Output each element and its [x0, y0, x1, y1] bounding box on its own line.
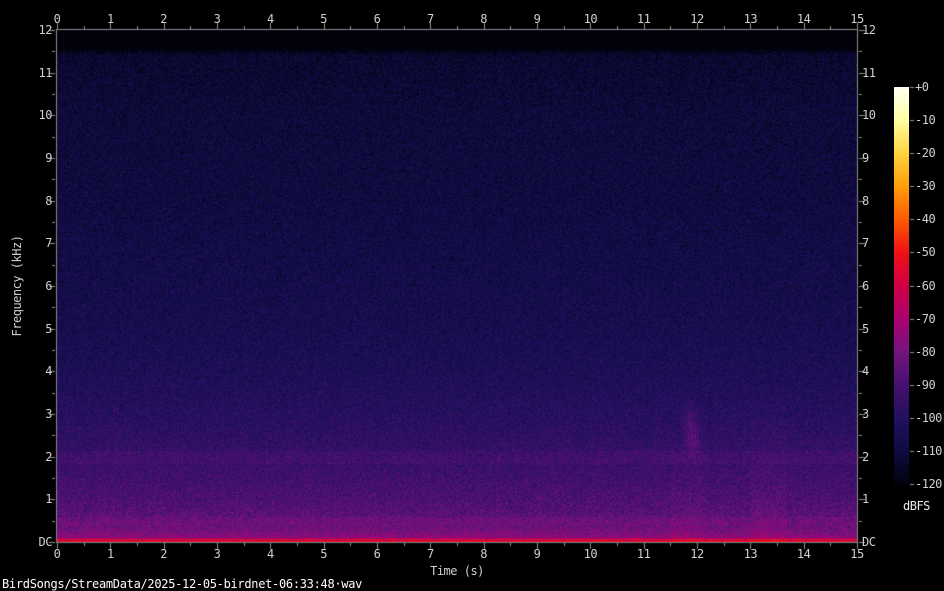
spectrogram-display[interactable]	[57, 30, 857, 542]
y-axis-left-tick-label: 8	[45, 193, 52, 208]
y-axis-right-tick-label: 10	[862, 108, 876, 123]
x-axis-top-tick-label: 11	[636, 12, 651, 26]
x-axis-top-tick-label: 4	[266, 12, 274, 26]
x-axis-bottom-tick-label: 4	[266, 547, 274, 561]
y-axis-right-tick-label: 5	[862, 321, 869, 336]
y-axis-right-tick-label: 1	[862, 492, 869, 507]
colorbar-tick-label: -40	[915, 212, 936, 227]
colorbar-tick-label: -110	[915, 443, 942, 458]
y-axis-left-tick-label: 10	[38, 108, 53, 123]
y-axis-left-tick-label: 4	[45, 364, 52, 379]
colorbar-tick-label: +0	[915, 80, 929, 94]
y-axis-right-tick-label: 11	[862, 65, 876, 80]
colorbar-tick-label: -70	[915, 311, 936, 326]
status-file-path: BirdSongs/StreamData/2025-12-05-birdnet-…	[2, 577, 363, 591]
colorbar-tick-label: -120	[915, 477, 942, 491]
y-axis-right-tick-label: 7	[862, 236, 869, 251]
x-axis-top-tick-label: 6	[373, 12, 381, 26]
x-axis-top-tick-label: 13	[743, 12, 758, 26]
y-axis-right-tick-label: 8	[862, 193, 869, 208]
x-axis-bottom-tick-label: 2	[160, 547, 168, 561]
y-axis-left-tick-label: DC	[38, 535, 53, 549]
y-axis-right-tick-label: 12	[862, 23, 876, 37]
y-axis-left-tick-label: 3	[45, 407, 52, 421]
y-axis-title: Frequency (kHz)	[10, 235, 24, 337]
x-axis-top-tick-label: 0	[53, 12, 61, 26]
colorbar-tick-label: -10	[915, 113, 936, 128]
x-axis-bottom-tick-label: 5	[320, 547, 328, 561]
x-axis-bottom-tick-label: 1	[106, 547, 114, 561]
y-axis-right-tick-label: 4	[862, 364, 869, 379]
y-axis-left-tick-label: 9	[45, 151, 52, 165]
x-axis-bottom-tick-label: 9	[533, 547, 541, 561]
colorbar-tick-label: -20	[915, 146, 936, 161]
x-axis-bottom-tick-label: 8	[480, 547, 488, 561]
x-axis-top-tick-label: 2	[160, 12, 168, 26]
colorbar-tick-label: -50	[915, 245, 936, 260]
x-axis-bottom-tick-label: 7	[426, 547, 434, 561]
y-axis-left-tick-label: 5	[45, 321, 52, 336]
x-axis-top-tick-label: 9	[533, 12, 541, 26]
x-axis-title: Time (s)	[430, 564, 484, 578]
x-axis-bottom-tick-label: 10	[583, 547, 598, 561]
y-axis-right-tick-label: 2	[862, 449, 869, 464]
x-axis-bottom-tick-label: 14	[796, 547, 811, 561]
x-axis-bottom-tick-label: 6	[373, 547, 381, 561]
x-axis-bottom-tick-label: 15	[850, 547, 864, 561]
x-axis-top-tick-label: 5	[320, 12, 328, 26]
colorbar-tick-label: -90	[915, 377, 936, 392]
status-bar: BirdSongs/StreamData/2025-12-05-birdnet-…	[2, 573, 942, 591]
x-axis-top-tick-label: 7	[426, 12, 434, 26]
colorbar-tick-label: -100	[915, 410, 942, 425]
x-axis-top-tick-label: 10	[583, 12, 598, 26]
colorbar-unit-label: dBFS	[903, 499, 930, 513]
x-axis-bottom-tick-label: 3	[213, 547, 221, 561]
colorbar-tick-label: -80	[915, 344, 936, 359]
y-axis-left-tick-label: 12	[38, 23, 53, 37]
y-axis-left-tick-label: 2	[45, 449, 52, 464]
colorbar-gradient	[894, 87, 909, 484]
y-axis-left-tick-label: 7	[45, 236, 52, 251]
x-axis-top-tick-label: 14	[796, 12, 811, 26]
y-axis-right-tick-label: 6	[862, 279, 869, 293]
y-axis-right-tick-label: 3	[862, 407, 869, 421]
x-axis-top-tick-label: 8	[480, 12, 488, 26]
colorbar-tick-label: -60	[915, 278, 936, 293]
y-axis-left-tick-label: 1	[45, 492, 52, 507]
x-axis-top-tick-label: 1	[106, 12, 114, 26]
y-axis-left-tick-label: 6	[45, 279, 52, 293]
colorbar-tick-label: -30	[915, 179, 936, 194]
x-axis-bottom-tick-label: 0	[53, 547, 61, 561]
x-axis-bottom-tick-label: 11	[636, 547, 651, 561]
x-axis-bottom-tick-label: 12	[690, 547, 704, 561]
x-axis-bottom-tick-label: 13	[743, 547, 758, 561]
y-axis-left-tick-label: 11	[38, 65, 53, 80]
y-axis-right-tick-label: 9	[862, 151, 869, 165]
x-axis-top-tick-label: 3	[213, 12, 221, 26]
x-axis-top-tick-label: 15	[850, 12, 864, 26]
y-axis-right-tick-label: DC	[862, 535, 876, 549]
x-axis-top-tick-label: 12	[690, 12, 704, 26]
